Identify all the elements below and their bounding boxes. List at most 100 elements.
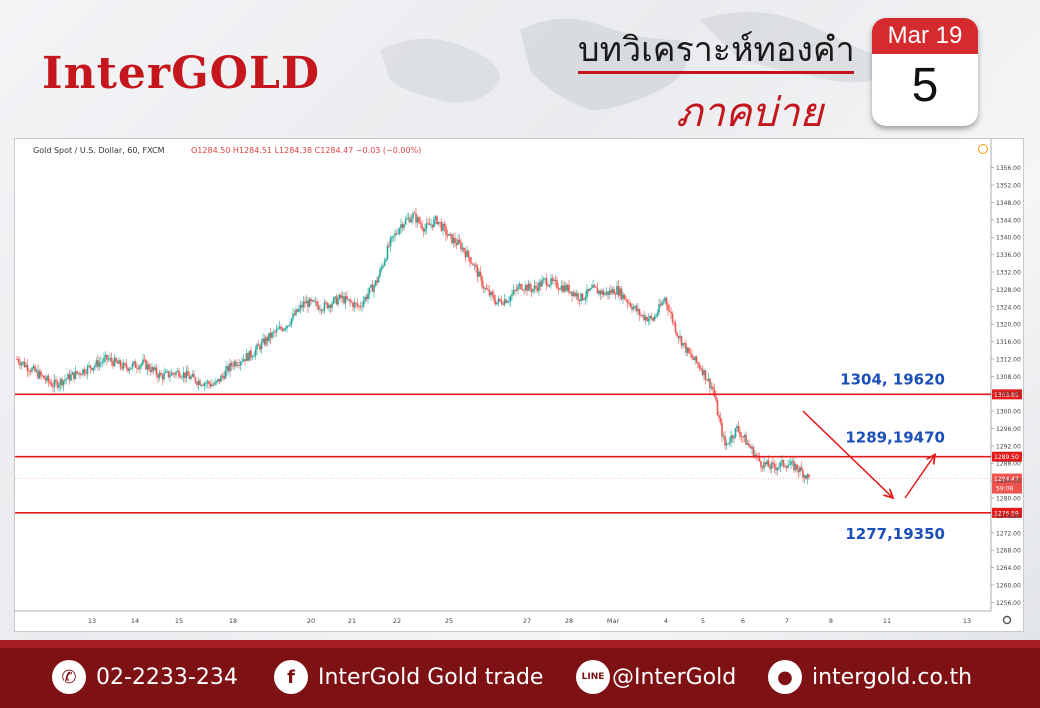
facebook-icon: f — [274, 660, 308, 694]
candle-body — [250, 350, 252, 358]
candle-body — [307, 300, 309, 308]
candle-body — [17, 359, 20, 363]
candle-body — [205, 383, 207, 385]
candle-body — [424, 228, 426, 232]
candle-body — [512, 290, 515, 294]
candle-body — [667, 304, 669, 311]
footer-website[interactable]: ● intergold.co.th — [768, 658, 972, 696]
candle-body — [80, 374, 83, 376]
candle-body — [677, 336, 680, 339]
candle-body — [47, 376, 50, 382]
candle-body — [71, 372, 74, 375]
candle-body — [527, 283, 530, 291]
candle-body — [764, 462, 767, 465]
candle-body — [428, 223, 431, 226]
candle-body — [775, 467, 777, 471]
candle-body — [155, 367, 158, 375]
y-tick-label: 1296.00 — [996, 426, 1021, 433]
footer-line[interactable]: LINE @InterGold — [576, 658, 736, 696]
candle-body — [358, 305, 360, 307]
candle-body — [352, 302, 354, 308]
candle-body — [743, 435, 746, 438]
candle-body — [442, 223, 444, 231]
candle-body — [238, 365, 240, 366]
candle-body — [766, 460, 768, 465]
settings-icon[interactable] — [1002, 615, 1012, 625]
x-axis: 13 14 15 18 20 21 22 25 27 28 Mar 4 5 6 7 8 11 13 — [88, 617, 971, 625]
y-tick-label: 1348.00 — [996, 200, 1021, 207]
candle-body — [233, 361, 236, 367]
candle-body — [31, 368, 33, 372]
candle-body — [701, 369, 704, 376]
candle-body — [508, 301, 510, 302]
candle-body — [541, 280, 543, 287]
candle-body — [166, 371, 168, 372]
candle-body — [62, 380, 65, 386]
candle-body — [50, 383, 53, 387]
candle-body — [536, 287, 539, 291]
candle-body — [394, 233, 396, 237]
candle-body — [185, 370, 188, 379]
alert-icon[interactable] — [978, 144, 988, 154]
candle-body — [656, 312, 659, 316]
candle-body — [208, 381, 210, 384]
candle-body — [767, 460, 770, 467]
candle-body — [287, 325, 290, 327]
footer-phone[interactable]: ✆ 02-2233-234 — [52, 658, 238, 696]
candle-body — [146, 364, 149, 370]
candle-body — [412, 213, 414, 219]
candle-body — [721, 422, 723, 437]
level-price-tag — [992, 389, 1022, 400]
candle-body — [562, 285, 564, 292]
candle-body — [388, 245, 390, 247]
y-tick-label: 1356.00 — [996, 165, 1021, 172]
candle-body — [443, 223, 446, 227]
footer-facebook[interactable]: f InterGold Gold trade — [274, 658, 543, 696]
candle-body — [397, 233, 399, 235]
candle-body — [145, 360, 147, 370]
candle-body — [742, 436, 744, 438]
candle-body — [127, 368, 129, 371]
candle-body — [440, 222, 443, 231]
candle-body — [418, 217, 420, 223]
candle-body — [604, 293, 606, 296]
candle-body — [779, 462, 782, 467]
candle-body — [625, 299, 627, 301]
candle-body — [589, 288, 591, 291]
candle-body — [457, 239, 459, 245]
candle-body — [773, 464, 776, 468]
candle-body — [338, 294, 341, 299]
candle-body — [148, 364, 150, 370]
candle-body — [251, 356, 254, 358]
candle-body — [455, 243, 458, 245]
candle-body — [40, 371, 42, 376]
candle-body — [553, 279, 555, 282]
candle-body — [131, 363, 134, 368]
price-chart[interactable]: 1303.85 1304, 19620 1289.50 1289,19470 1276.… — [15, 139, 1023, 631]
candle-body — [257, 344, 260, 346]
candle-body — [617, 285, 620, 296]
candle-body — [521, 289, 524, 290]
chart-panel[interactable]: 1303.85 1304, 19620 1289.50 1289,19470 1276.… — [14, 138, 1024, 632]
candle-body — [760, 461, 762, 468]
candle-body — [551, 278, 554, 282]
candle-body — [206, 381, 209, 384]
candle-body — [475, 264, 477, 267]
candle-body — [112, 361, 114, 367]
y-tick-label: 1312.00 — [996, 356, 1021, 363]
candle-body — [317, 305, 320, 310]
candle-body — [713, 389, 716, 397]
candle-body — [136, 367, 138, 369]
candle-body — [782, 460, 785, 467]
candle-body — [259, 345, 261, 350]
title-underline — [578, 71, 854, 74]
candle-body — [446, 235, 449, 237]
candle-body — [686, 347, 689, 353]
candle-body — [719, 417, 722, 423]
candle-body — [373, 285, 375, 292]
candle-body — [808, 474, 810, 478]
candle-body — [202, 385, 204, 386]
candle-body — [61, 379, 63, 386]
candle-body — [73, 372, 75, 379]
candle-body — [283, 328, 285, 331]
